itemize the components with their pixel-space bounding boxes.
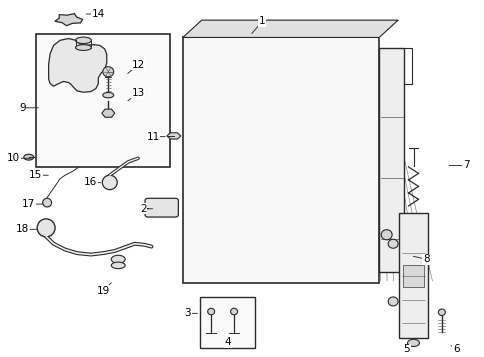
Text: 3: 3: [184, 308, 191, 318]
Text: 12: 12: [131, 60, 144, 70]
Ellipse shape: [102, 175, 117, 190]
Ellipse shape: [76, 45, 91, 50]
Ellipse shape: [380, 230, 392, 240]
Bar: [200, 297, 255, 348]
Polygon shape: [55, 14, 83, 26]
Text: 6: 6: [452, 345, 459, 355]
Text: 13: 13: [131, 88, 144, 98]
Text: 17: 17: [22, 199, 35, 209]
Text: 4: 4: [224, 337, 230, 347]
Text: 10: 10: [7, 153, 20, 163]
Text: 9: 9: [19, 103, 26, 113]
Polygon shape: [182, 20, 397, 37]
Bar: [182, 37, 378, 283]
Text: 15: 15: [29, 170, 42, 180]
Ellipse shape: [24, 154, 33, 160]
Text: 5: 5: [402, 345, 409, 355]
Polygon shape: [102, 109, 115, 117]
Text: 11: 11: [146, 132, 159, 142]
Ellipse shape: [111, 255, 125, 263]
Ellipse shape: [438, 309, 444, 316]
Text: 2: 2: [139, 204, 146, 214]
Text: 16: 16: [84, 177, 97, 187]
Text: 7: 7: [462, 161, 469, 171]
Ellipse shape: [37, 219, 55, 237]
Ellipse shape: [230, 308, 237, 315]
Polygon shape: [48, 39, 106, 92]
Bar: [378, 48, 403, 272]
Ellipse shape: [103, 67, 114, 77]
Bar: [402, 265, 423, 287]
Ellipse shape: [111, 262, 125, 268]
Ellipse shape: [103, 92, 114, 98]
Text: 14: 14: [91, 9, 105, 19]
Text: 1: 1: [258, 16, 265, 26]
Ellipse shape: [407, 339, 419, 347]
Text: 8: 8: [422, 254, 429, 264]
Bar: [36, 34, 170, 167]
Ellipse shape: [207, 308, 214, 315]
Ellipse shape: [43, 198, 51, 207]
FancyBboxPatch shape: [145, 198, 178, 217]
Ellipse shape: [387, 297, 397, 306]
Text: 18: 18: [15, 224, 29, 234]
Ellipse shape: [76, 37, 91, 44]
Polygon shape: [166, 133, 181, 139]
Ellipse shape: [387, 239, 397, 248]
Bar: [398, 213, 427, 337]
Text: 19: 19: [96, 286, 110, 296]
